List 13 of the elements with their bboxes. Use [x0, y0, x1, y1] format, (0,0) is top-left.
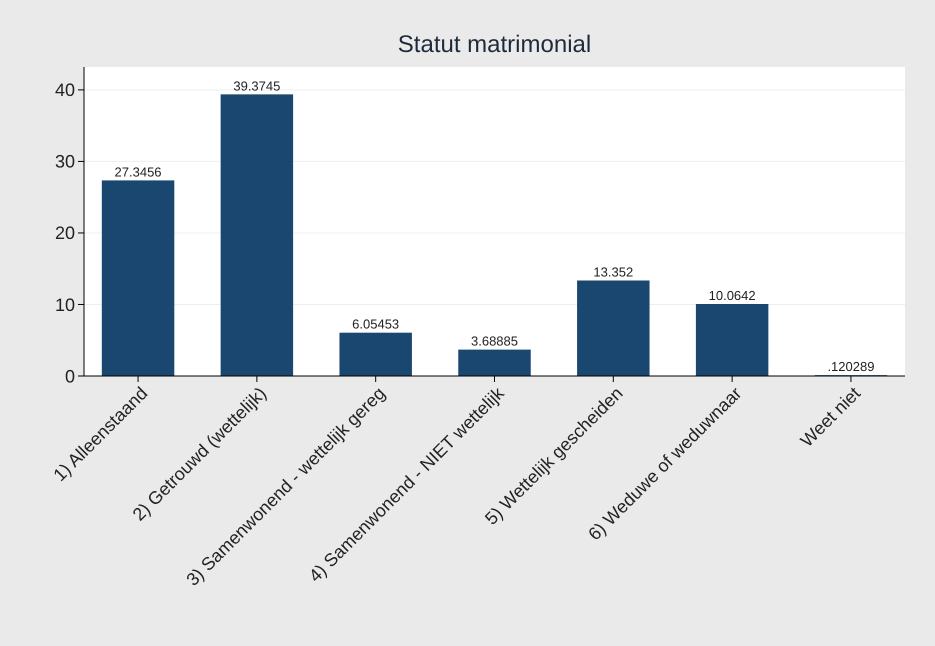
data-label: 13.352: [593, 264, 634, 280]
data-label: 39.3745: [233, 78, 280, 94]
y-tick-label: 10: [54, 294, 75, 315]
data-label: 3.68885: [471, 334, 518, 349]
y-tick-label: 20: [54, 223, 75, 244]
y-tick-label: 0: [64, 366, 75, 386]
y-tick-label: 30: [54, 152, 75, 172]
data-label: 27.3456: [114, 164, 162, 180]
data-label: .120289: [827, 359, 874, 374]
data-label: 10.0642: [708, 288, 756, 304]
data-label: 6.05453: [352, 316, 400, 332]
chart-title: Statut matrimonial: [398, 31, 592, 58]
y-tick-label: 40: [54, 80, 75, 100]
